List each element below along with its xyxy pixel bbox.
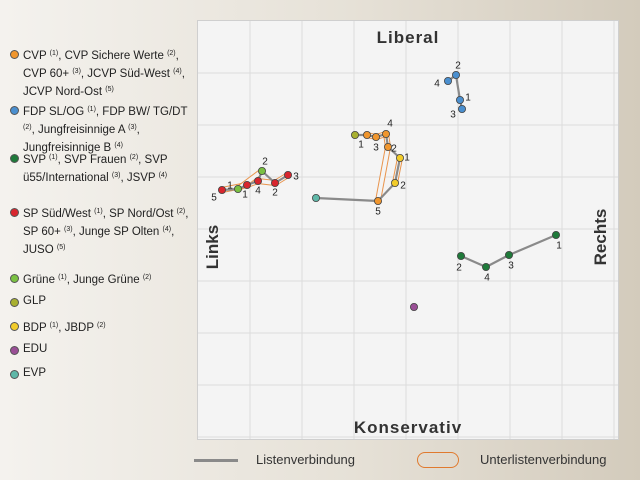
data-point-label: 4 [255,186,261,197]
bottom-legend: Listenverbindung Unterlistenverbindung [0,446,640,476]
data-point-label: 2 [400,181,406,192]
data-point-label: 2 [455,61,461,72]
data-point [271,178,280,187]
axis-left-label: Links [203,225,222,269]
data-point-label: 3 [373,143,379,154]
data-point-label: 1 [465,93,471,104]
data-point-label: 3 [508,261,514,272]
data-point-label: 4 [484,273,490,284]
unterlistenverbindung-swatch [417,452,459,468]
data-point [395,153,404,162]
data-point [457,105,466,114]
legend-text: Grüne (1), Junge Grüne (2) [23,274,152,286]
data-point-label: 5 [375,207,381,218]
data-point [455,96,464,105]
data-point [481,262,490,271]
data-point-label: 3 [293,172,299,183]
data-point-label: 5 [211,193,217,204]
listenverbindung-swatch [194,459,238,462]
data-point [217,185,226,194]
data-point [371,133,380,142]
data-point [381,130,390,139]
data-point [409,302,418,311]
data-point-label: 3 [450,110,456,121]
data-point [254,176,263,185]
data-point-label: 1 [556,241,562,252]
data-point-label: 2 [262,157,268,168]
data-point-label: 1 [242,190,248,201]
axis-top-label: Liberal [377,28,440,47]
data-point [390,178,399,187]
legend-dot-icon [10,370,19,379]
listenverbindung-label: Listenverbindung [256,452,356,467]
data-point-label: 1 [358,140,364,151]
data-point [551,230,560,239]
data-point [350,131,359,140]
listenverbindung-line [460,233,557,269]
legend-text: SVP (1), SVP Frauen (2), SVP ü55/Interna… [23,154,168,184]
legend-dot-icon [10,50,19,59]
data-point-label: 2 [272,188,278,199]
data-point-label: 1 [227,181,233,192]
data-point [443,77,452,86]
data-point-label: 4 [387,119,393,130]
legend-dot-icon [10,208,19,217]
data-point [456,251,465,260]
data-point [234,184,243,193]
data-point [383,143,392,152]
unterlistenverbindung-inner [236,169,264,191]
data-point-label: 4 [434,79,440,90]
legend-text: BDP (1), JBDP (2) [23,322,106,334]
data-point [451,71,460,80]
data-point [258,166,267,175]
legend-dot-icon [10,274,19,283]
legend-dot-icon [10,154,19,163]
legend-text: EVP [23,367,47,379]
unterlistenverbindung-label: Unterlistenverbindung [480,452,607,467]
data-point [243,180,252,189]
legend-text: SP Süd/West (1), SP Nord/Ost (2), SP 60+… [23,208,189,256]
listenverbindung-line [447,73,464,110]
data-point [504,250,513,259]
legend-text: CVP (1), CVP Sichere Werte (2), CVP 60+ … [23,50,185,98]
data-point [373,196,382,205]
data-point-label: 2 [391,144,397,155]
data-point [312,193,321,202]
data-point-label: 1 [404,153,410,164]
data-point [284,170,293,179]
legend-text: GLP [23,295,47,307]
legend-dot-icon [10,322,19,331]
data-point-label: 2 [456,263,462,274]
legend-dot-icon [10,346,19,355]
axis-bottom-label: Konservativ [354,418,462,437]
legend-text: EDU [23,343,48,355]
data-point [362,131,371,140]
axis-right-label: Rechts [591,209,610,266]
legend-dot-icon [10,298,19,307]
legend-dot-icon [10,106,19,115]
legend-text: FDP SL/OG (1), FDP BW/ TG/DT (2), Jungfr… [23,106,188,154]
